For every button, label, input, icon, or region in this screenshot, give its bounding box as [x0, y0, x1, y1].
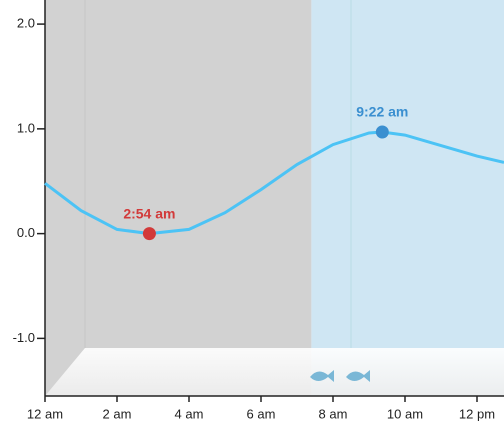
- x-tick-label: 6 am: [247, 406, 276, 421]
- y-tick-label: 2.0: [17, 16, 35, 31]
- x-tick-label: 10 am: [387, 406, 423, 421]
- x-tick-label: 12 pm: [459, 406, 495, 421]
- tide-line: [44, 130, 504, 236]
- y-tick-label: 0.0: [17, 225, 35, 240]
- y-tick-label: 1.0: [17, 120, 35, 135]
- x-tick-label: 4 am: [175, 406, 204, 421]
- annotation: 9:22 am: [356, 104, 408, 120]
- period-band: [311, 0, 504, 396]
- period-band: [45, 0, 312, 396]
- fish-icons: [310, 370, 370, 382]
- x-tick-label: 12 am: [27, 406, 63, 421]
- extreme-point: [142, 227, 156, 241]
- annotation: 2:54 am: [123, 205, 175, 221]
- extreme-point: [375, 125, 389, 139]
- x-tick-label: 8 am: [319, 406, 348, 421]
- y-tick-label: -1.0: [13, 330, 35, 345]
- x-tick-label: 2 am: [103, 406, 132, 421]
- floor: [45, 348, 504, 396]
